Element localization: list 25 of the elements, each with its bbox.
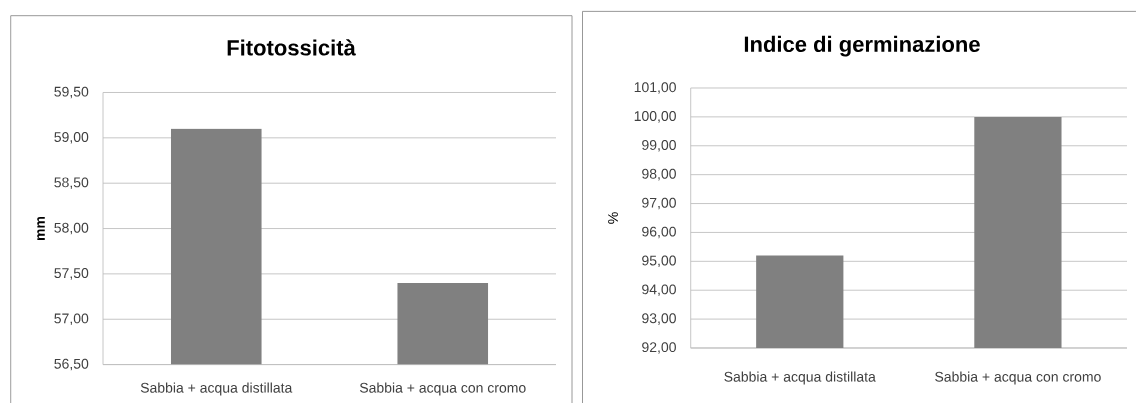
y-tick-label: 95,00 [642, 255, 676, 268]
y-tick-label: 58,00 [54, 222, 89, 235]
y-tick-label: 94,00 [642, 284, 676, 296]
x-tick-label: Sabbia + acqua distillata [724, 371, 876, 385]
y-tick-label: 57,50 [54, 268, 89, 280]
y-tick-label: 57,00 [54, 313, 89, 326]
y-tick-label: 92,00 [642, 342, 676, 354]
y-tick-label: 99,00 [642, 139, 676, 152]
y-tick-label: 58,50 [54, 177, 89, 189]
y-axis-title: % [608, 212, 618, 224]
chart-title: Indice di germinazione [744, 35, 980, 57]
y-tick-label: 98,00 [642, 168, 676, 181]
y-tick-label: 100,00 [634, 111, 676, 123]
y-tick-label: 56,50 [54, 358, 89, 371]
y-tick-label: 97,00 [642, 197, 676, 210]
y-tick-label: 101,00 [634, 82, 676, 94]
y-tick-label: 59,00 [54, 132, 89, 144]
y-tick-label: 93,00 [642, 313, 676, 325]
chart-title: Fitotossicità [227, 39, 356, 56]
x-tick-label: Sabbia + acqua con cromo [935, 371, 1101, 385]
x-tick-label: Sabbia + acqua con cromo [359, 382, 526, 396]
y-tick-label: 96,00 [642, 226, 676, 239]
y-axis-title: mm [37, 216, 45, 241]
y-tick-label: 59,50 [54, 86, 89, 99]
x-tick-label: Sabbia + acqua distillata [140, 382, 293, 396]
